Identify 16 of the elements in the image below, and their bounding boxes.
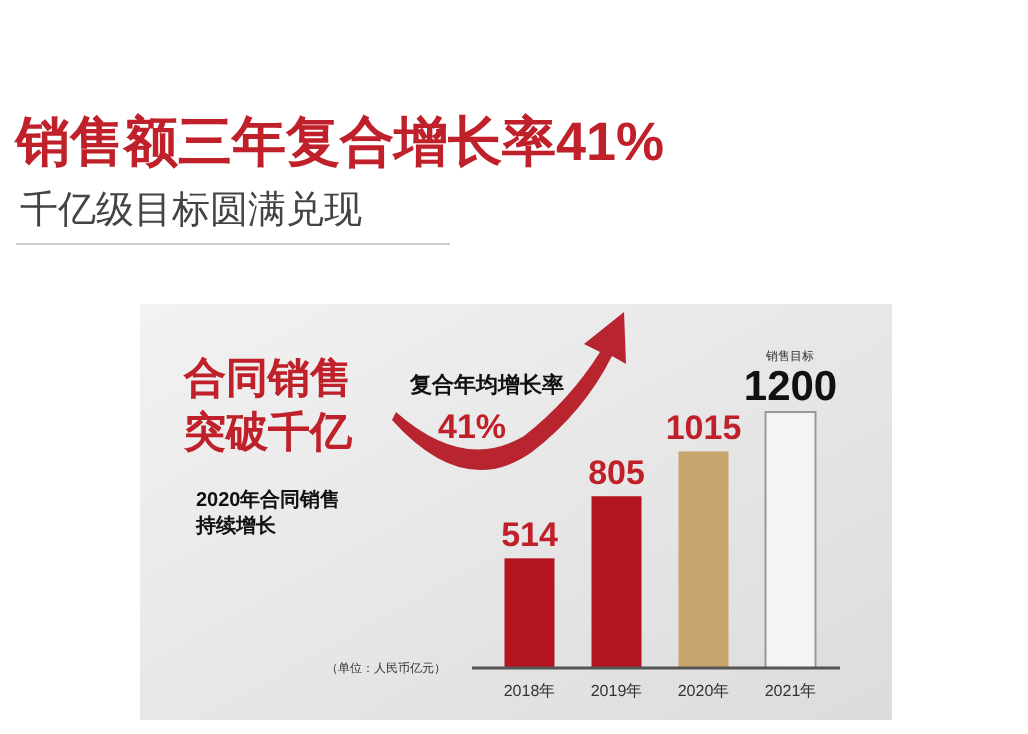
- text: 合同销售: [182, 356, 352, 402]
- text: 突破千亿: [182, 408, 354, 456]
- x-tick-label: 2020年: [677, 682, 730, 700]
- chart-subtitle: 千亿级目标圆满兑现: [20, 190, 362, 232]
- text: 2020年合同销售: [196, 488, 341, 512]
- text: 持续增长: [194, 514, 278, 538]
- data-label: 1015: [665, 409, 742, 448]
- x-tick-label: 2019年: [590, 682, 643, 700]
- chart-title: 销售额三年复合增长率41%: [14, 112, 665, 172]
- x-tick-label: 2021年: [764, 682, 817, 700]
- data-label: 805: [588, 454, 645, 493]
- data-label: 1200: [743, 364, 838, 410]
- annotation: 41%: [438, 408, 507, 446]
- text: 复合年均增长率: [408, 372, 564, 398]
- x-tick-label: 2018年: [503, 682, 556, 700]
- data-label: 514: [501, 516, 559, 555]
